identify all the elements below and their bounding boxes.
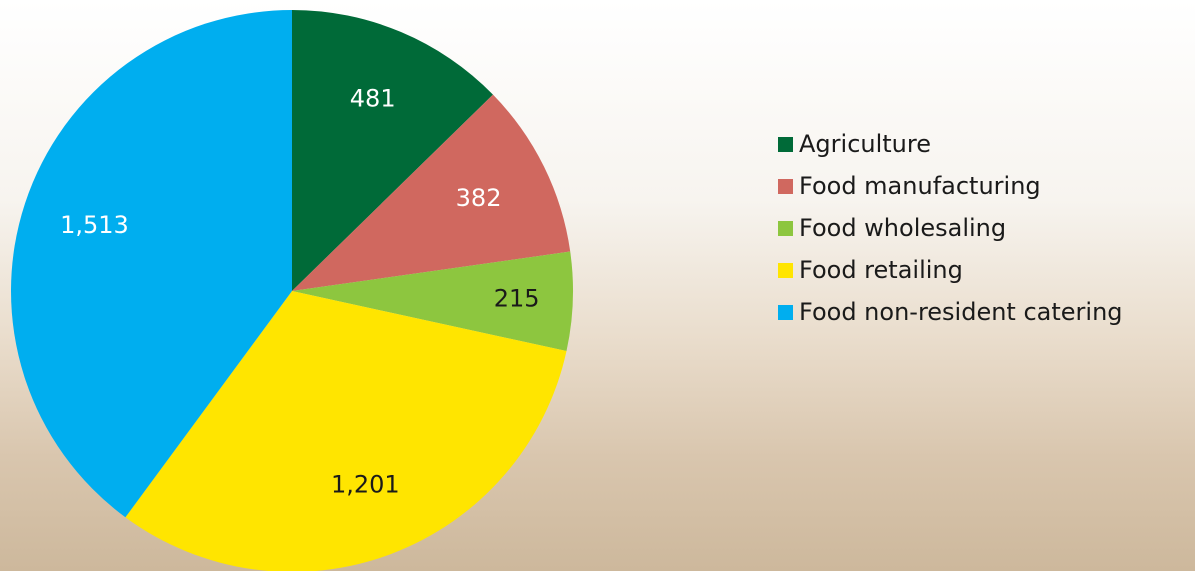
legend-swatch xyxy=(778,137,793,152)
legend-swatch xyxy=(778,179,793,194)
data-label: 215 xyxy=(494,284,540,312)
data-label: 382 xyxy=(456,184,502,212)
legend-label: Food retailing xyxy=(799,256,963,284)
legend-swatch xyxy=(778,305,793,320)
data-label: 1,513 xyxy=(60,211,129,239)
legend-swatch xyxy=(778,263,793,278)
data-label: 481 xyxy=(350,84,396,112)
legend-swatch xyxy=(778,221,793,236)
legend-label: Food non-resident catering xyxy=(799,298,1123,326)
chart: 481 382 215 1,201 1,513 Agriculture Food manuf… xyxy=(0,0,1195,571)
legend-label: Food manufacturing xyxy=(799,172,1041,200)
data-label: 1,201 xyxy=(331,471,400,499)
legend-label: Food wholesaling xyxy=(799,214,1006,242)
legend-label: Agriculture xyxy=(799,130,931,158)
